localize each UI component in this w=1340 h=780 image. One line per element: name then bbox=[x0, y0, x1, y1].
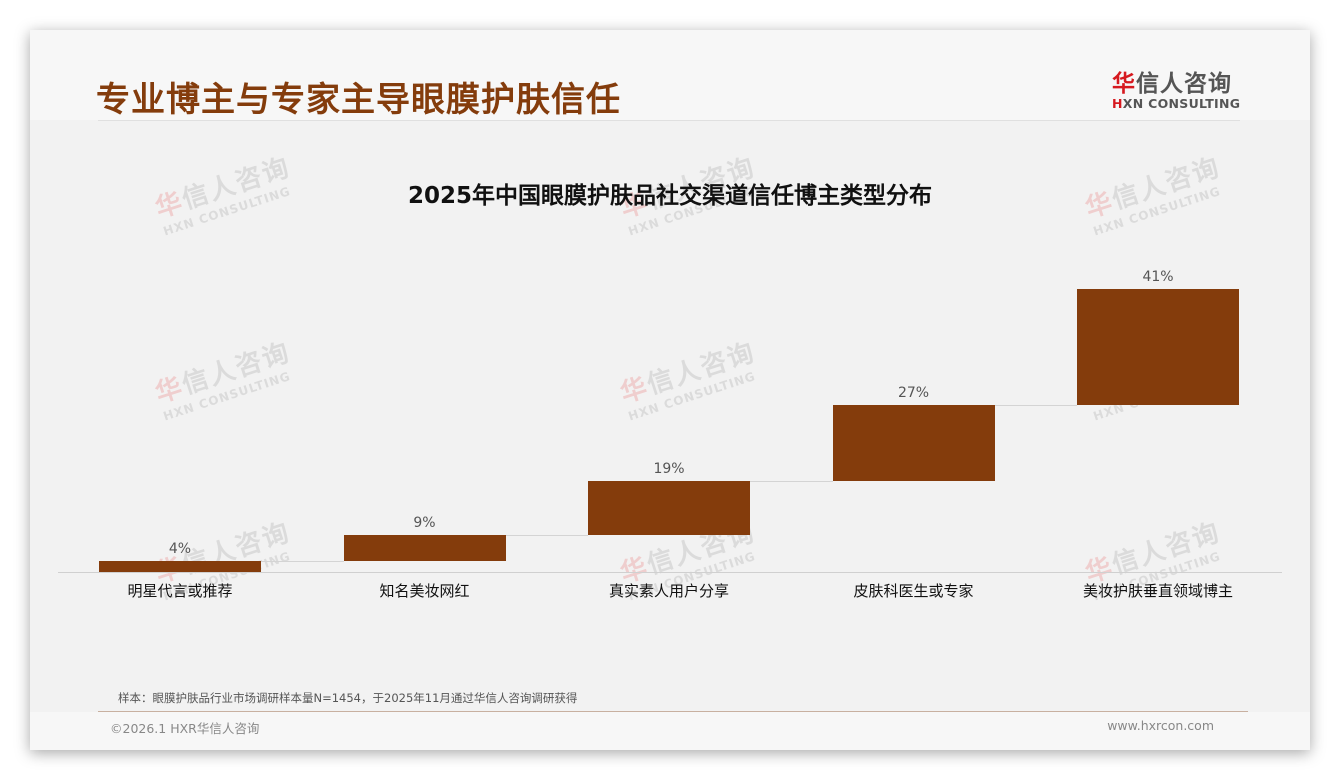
footer-divider bbox=[98, 711, 1248, 712]
bar bbox=[1077, 289, 1239, 406]
bar-value-label: 27% bbox=[897, 385, 930, 402]
category-label: 美妆护肤垂直领域博主 bbox=[1082, 582, 1233, 600]
website-link[interactable]: www.hxrcon.com bbox=[1107, 718, 1214, 733]
page-title: 专业博主与专家主导眼膜护肤信任 bbox=[96, 80, 621, 120]
bar bbox=[588, 481, 750, 536]
category-label: 知名美妆网红 bbox=[379, 582, 470, 600]
logo-en-accent: H bbox=[1112, 96, 1123, 111]
bar-value-label: 4% bbox=[168, 540, 192, 557]
logo-cn: 华信人咨询 bbox=[1112, 64, 1242, 98]
category-label: 皮肤科医生或专家 bbox=[853, 582, 974, 600]
connector-line bbox=[750, 481, 833, 483]
category-label: 明星代言或推荐 bbox=[127, 582, 233, 600]
bar-value-label: 41% bbox=[1142, 269, 1174, 285]
copyright: ©2026.1 HXR华信人咨询 bbox=[110, 721, 260, 736]
chart-panel bbox=[30, 120, 1310, 712]
bar bbox=[832, 405, 995, 482]
header-divider bbox=[98, 120, 1240, 121]
logo-en-text: XN CONSULTING bbox=[1122, 96, 1241, 111]
bar-value-label: 19% bbox=[653, 461, 685, 478]
sample-note: 样本：眼膜护肤品行业市场调研样本量N=1454，于2025年11月通过华信人咨询… bbox=[118, 691, 578, 705]
logo-accent: 华 bbox=[1112, 71, 1136, 97]
connector-line bbox=[994, 405, 1077, 407]
slide: 专业博主与专家主导眼膜护肤信任 华信人咨询 HXN CONSULTING 华信人… bbox=[30, 30, 1310, 750]
connector-line bbox=[261, 560, 344, 562]
x-axis-line bbox=[58, 572, 1282, 573]
company-logo: 华信人咨询 HXN CONSULTING bbox=[1112, 64, 1242, 111]
logo-cn-text: 信人咨询 bbox=[1136, 71, 1232, 97]
connector-line bbox=[505, 535, 588, 537]
bar-value-label: 9% bbox=[413, 515, 436, 532]
chart-title: 2025年中国眼膜护肤品社交渠道信任博主类型分布 bbox=[407, 183, 932, 209]
logo-en: HXN CONSULTING bbox=[1112, 96, 1242, 111]
bar bbox=[99, 560, 261, 572]
bar bbox=[343, 535, 506, 561]
category-label: 真实素人用户分享 bbox=[608, 582, 729, 600]
